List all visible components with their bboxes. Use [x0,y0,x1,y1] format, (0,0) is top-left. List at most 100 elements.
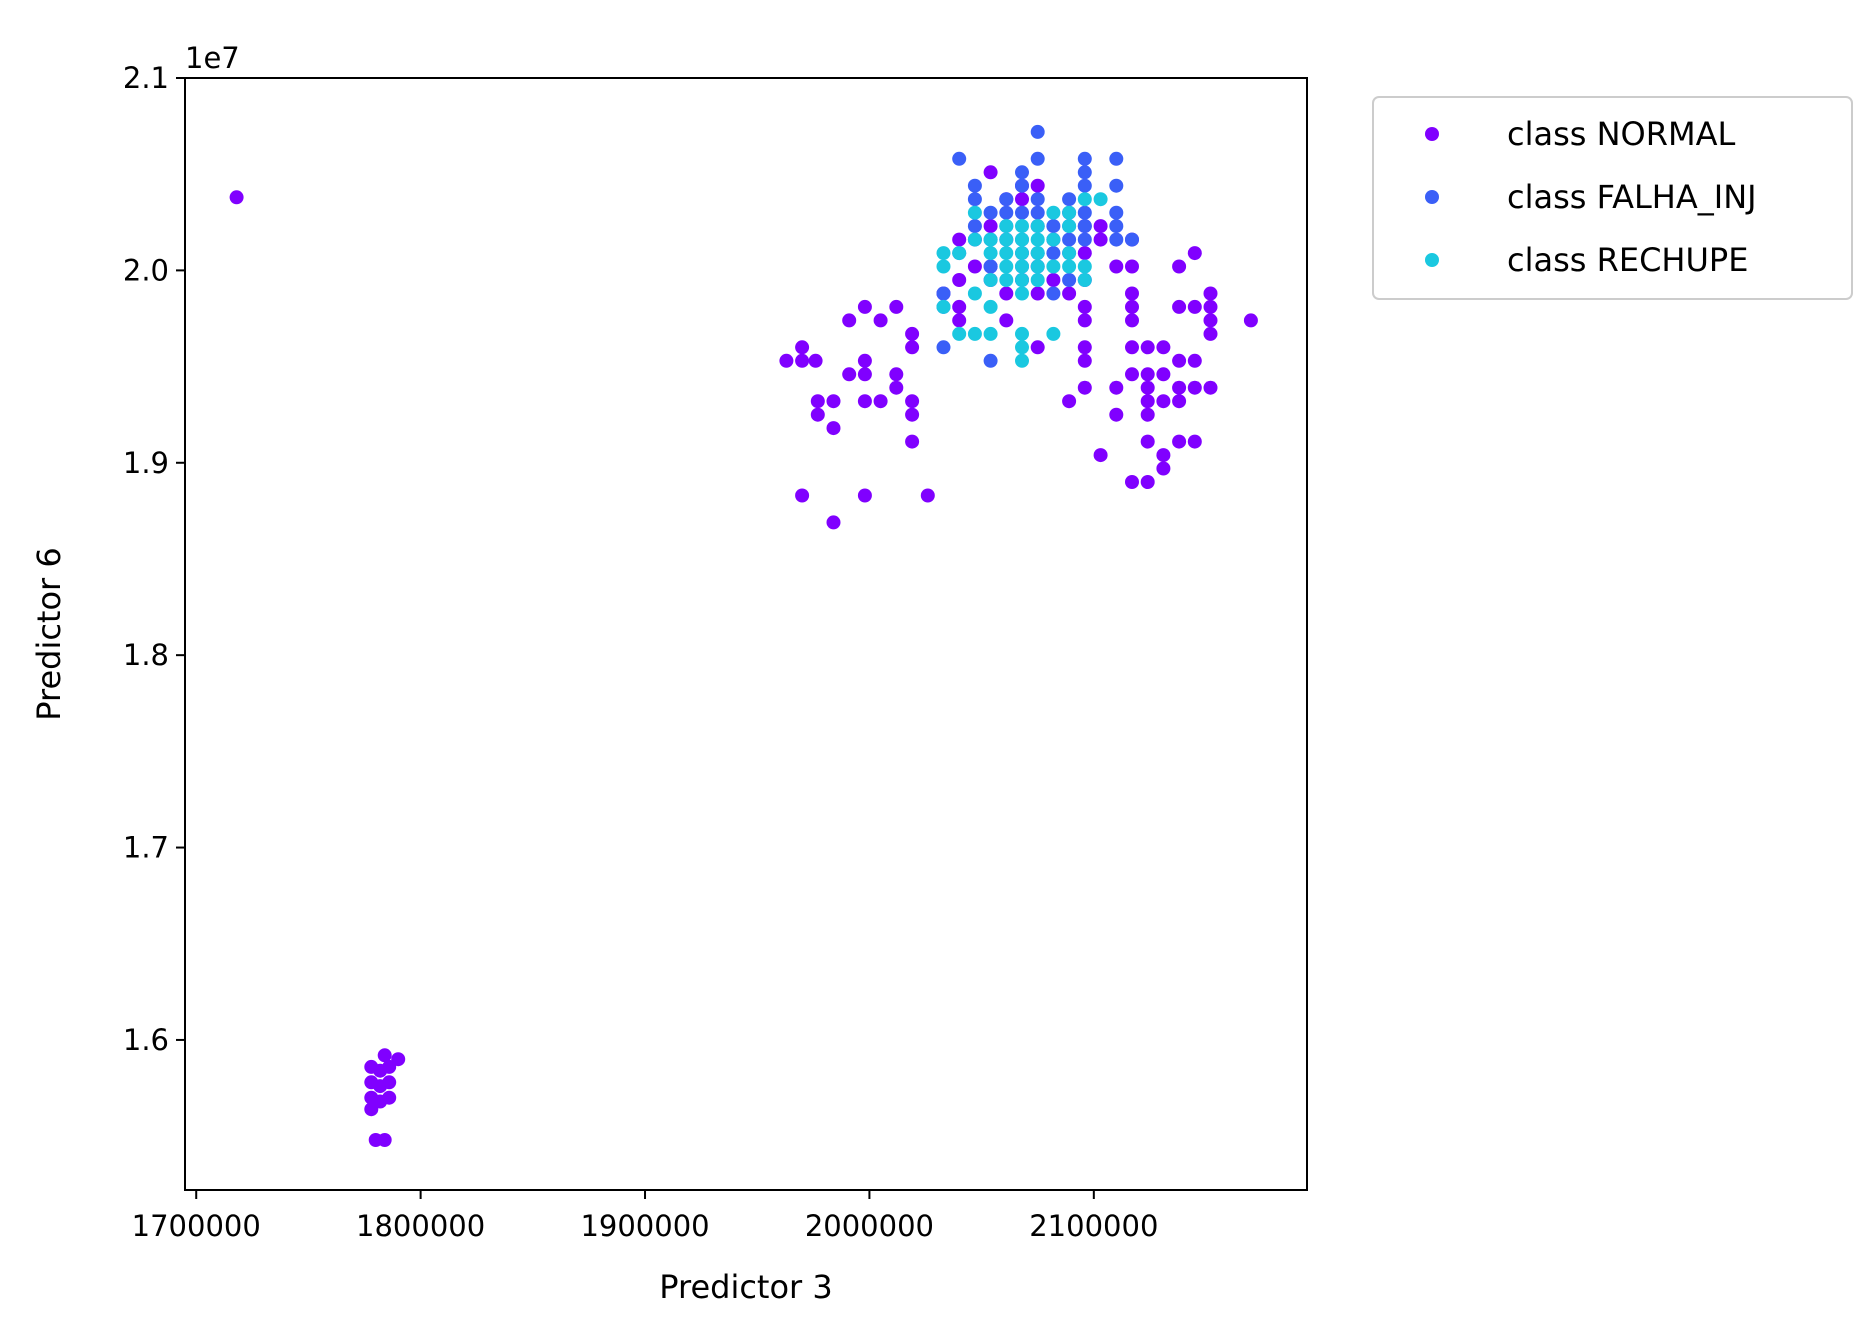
data-point [889,380,904,395]
x-tick-label: 2000000 [805,1209,934,1243]
data-point [1093,192,1108,207]
data-point [1172,299,1187,314]
data-point [889,299,904,314]
data-point [1187,299,1202,314]
data-point [377,1133,392,1147]
data-point [1030,178,1045,193]
x-axis-label: Predictor 3 [659,1268,832,1306]
data-point [999,219,1014,234]
data-point [983,259,998,274]
data-point [967,205,982,220]
data-point [936,259,951,274]
data-point [983,246,998,261]
data-point [1062,259,1077,274]
data-point [1062,273,1077,287]
data-point [1046,259,1061,274]
data-point [967,178,982,193]
data-point [999,192,1014,207]
data-point [826,394,841,409]
y-axis-label: Predictor 6 [30,547,68,720]
data-point [1077,178,1092,193]
data-point [1140,407,1155,422]
y-tick-label: 1.6 [123,1023,169,1057]
data-point [1109,259,1124,274]
y-offset-label: 1e7 [185,41,240,75]
data-point [1109,219,1124,234]
data-point [1015,178,1029,193]
data-point [1062,205,1077,220]
data-point [1030,246,1045,261]
data-point [999,232,1014,247]
data-point [967,286,982,301]
data-point [1093,448,1108,463]
data-point [1125,475,1139,489]
data-point [1077,273,1092,287]
data-point [1030,219,1045,234]
data-point [905,394,920,409]
data-point [1156,394,1171,409]
data-point [857,394,872,409]
data-point [983,165,998,180]
data-point [1140,434,1155,449]
data-point [1140,380,1155,395]
data-point [1203,326,1218,341]
data-point [1156,340,1171,355]
data-point [1077,192,1092,207]
data-point [905,326,920,341]
data-point [952,299,967,314]
data-point [1172,380,1187,395]
data-point [1125,232,1139,247]
data-point [1015,205,1029,220]
y-tick-label: 1.8 [123,638,169,672]
data-point [1109,178,1124,193]
data-point [905,407,920,422]
data-point [983,205,998,220]
data-point [952,313,967,328]
data-point [1203,313,1218,328]
data-point [857,299,872,314]
data-point [826,421,841,436]
x-tick-label: 2100000 [1029,1209,1158,1243]
data-point [1046,273,1061,287]
data-point [920,488,935,503]
data-point [391,1052,406,1067]
data-point [905,340,920,355]
data-point [1187,353,1202,368]
data-point [1062,232,1077,247]
data-point [1125,367,1139,382]
legend-box [1372,96,1853,300]
data-point [1140,367,1155,382]
data-point [382,1090,397,1105]
data-point [983,353,998,368]
data-point [1172,353,1187,368]
data-point [795,353,810,368]
data-point [1030,259,1045,274]
data-point [1046,286,1061,301]
data-point [952,273,967,287]
plot-frame [184,77,1308,1191]
data-point [967,219,982,234]
data-point [382,1075,397,1090]
data-point [1062,394,1077,409]
x-tick-label: 1700000 [132,1209,261,1243]
data-point [842,367,857,382]
data-point [1077,380,1092,395]
data-point [936,299,951,314]
data-point [779,353,794,368]
data-point [1172,259,1187,274]
data-point [826,515,841,530]
data-point [999,286,1014,301]
data-point [967,232,982,247]
data-point [1172,394,1187,409]
data-point [999,273,1014,287]
data-point [1203,380,1218,395]
data-point [1062,219,1077,234]
data-point [999,313,1014,328]
data-point [1077,246,1092,261]
x-axis: 1700000 1800000 1900000 2000000 2100000 [132,1190,1158,1243]
data-point [857,488,872,503]
y-axis: 1.6 1.7 1.8 1.9 2.0 2.1 [123,61,185,1057]
data-point [1015,273,1029,287]
data-point [1015,286,1029,301]
